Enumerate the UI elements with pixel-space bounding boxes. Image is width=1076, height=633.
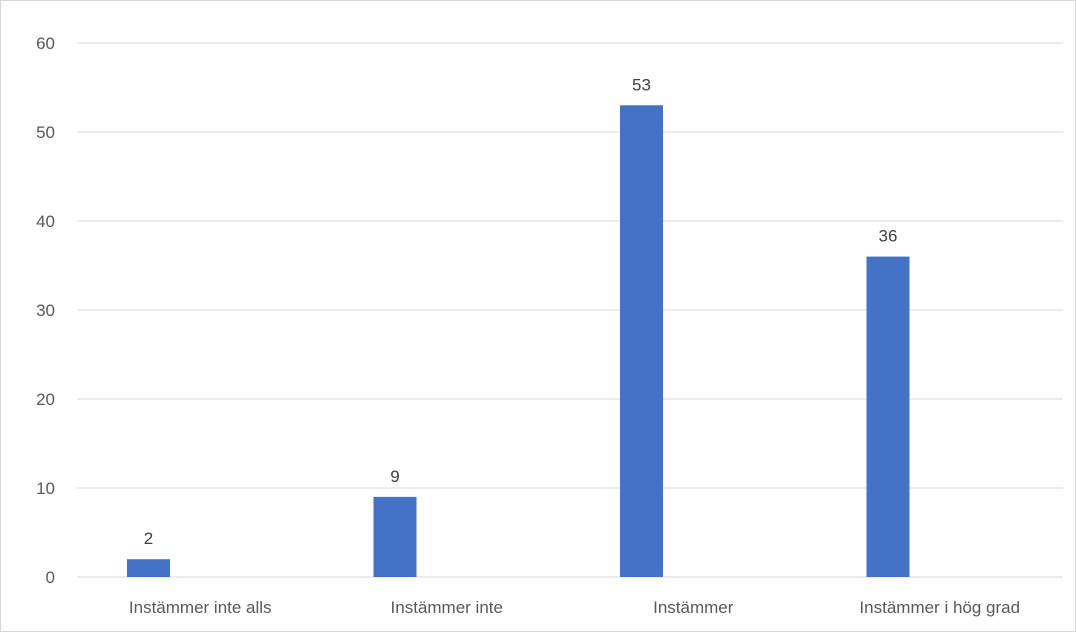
y-tick-label: 30 [36, 301, 55, 320]
y-tick-label: 10 [36, 479, 55, 498]
bar-2 [373, 496, 417, 577]
data-label: 2 [144, 529, 153, 548]
y-tick-label: 60 [36, 34, 55, 53]
bar-1 [127, 559, 170, 577]
data-label: 9 [390, 467, 399, 486]
y-tick-label: 40 [36, 212, 55, 231]
x-category-label: Instämmer i hög grad [859, 598, 1020, 617]
x-category-label: Instämmer inte alls [129, 598, 272, 617]
y-tick-label: 20 [36, 390, 55, 409]
x-category-label: Instämmer inte [391, 598, 503, 617]
bar-4 [866, 256, 910, 577]
data-label: 53 [632, 75, 651, 94]
bar-3 [620, 105, 663, 578]
y-tick-label: 0 [46, 568, 55, 587]
x-category-label: Instämmer [653, 598, 734, 617]
y-tick-label: 50 [36, 123, 55, 142]
data-label: 36 [879, 227, 898, 246]
